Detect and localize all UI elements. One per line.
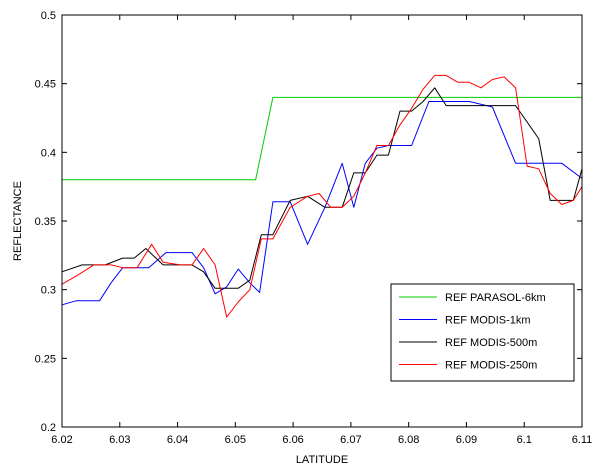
ticks-layer [61, 14, 583, 428]
series-line-4 [61, 74, 583, 318]
x-tick-label: 6.07 [340, 434, 361, 446]
x-tick-label: 6.1 [517, 434, 532, 446]
x-tick-label: 6.04 [167, 434, 188, 446]
y-tick-label: 0.4 [41, 147, 56, 159]
series-layer [61, 74, 583, 318]
x-axis-title: LATITUDE [296, 454, 348, 466]
x-tick-label: 6.03 [109, 434, 130, 446]
x-tick-label: 6.09 [456, 434, 477, 446]
y-axis-title: REFLECTANCE [12, 181, 24, 261]
legend-label-4: REF MODIS-250m [445, 360, 537, 372]
series-line-1 [62, 96, 582, 181]
x-tick-label: 6.08 [398, 434, 419, 446]
y-tick-labels: 0.2 0.25 0.3 0.35 0.4 0.45 0.5 [35, 10, 56, 434]
y-tick-label: 0.25 [35, 353, 56, 365]
series-line-3 [61, 87, 583, 289]
x-tick-label: 6.02 [51, 434, 72, 446]
legend-label-1: REF PARASOL-6km [445, 292, 546, 304]
y-tick-label: 0.2 [41, 422, 56, 434]
x-tick-label: 6.05 [225, 434, 246, 446]
y-tick-label: 0.45 [35, 79, 56, 91]
y-tick-label: 0.3 [41, 285, 56, 297]
legend-label-2: REF MODIS-1km [445, 315, 531, 327]
y-tick-label: 0.5 [41, 10, 56, 22]
legend: REF PARASOL-6km REF MODIS-1km REF MODIS-50… [390, 283, 575, 382]
legend-label-3: REF MODIS-500m [445, 337, 537, 349]
x-tick-labels: 6.02 6.03 6.04 6.05 6.06 6.07 6.08 6.09 6.1 6.11 [51, 434, 592, 446]
x-tick-label: 6.06 [282, 434, 303, 446]
y-tick-label: 0.35 [35, 216, 56, 228]
x-tick-label: 6.11 [572, 434, 593, 446]
